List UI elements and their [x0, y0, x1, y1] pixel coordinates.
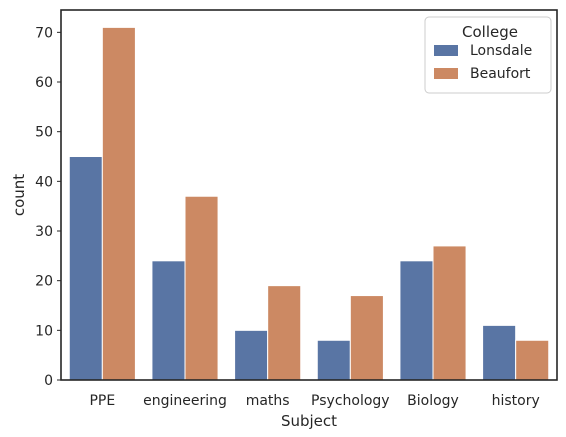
x-axis-ticks: PPE engineering maths Psychology Biology hist… [89, 393, 539, 409]
x-tick-label-maths: maths [246, 393, 290, 409]
bar-engineering-beaufort [185, 196, 218, 380]
x-tick-label-ppe: PPE [89, 393, 115, 409]
y-tick-label: 40 [35, 174, 53, 190]
bar-maths-lonsdale [235, 330, 268, 380]
y-tick-label: 10 [35, 323, 53, 339]
bar-biology-lonsdale [400, 261, 433, 380]
legend: College Lonsdale Beaufort [425, 17, 551, 93]
legend-title: College [462, 23, 518, 41]
legend-label-beaufort: Beaufort [470, 66, 531, 82]
x-axis-label: Subject [281, 412, 337, 430]
y-tick-label: 30 [35, 224, 53, 240]
legend-label-lonsdale: Lonsdale [470, 43, 532, 59]
legend-swatch-beaufort [434, 68, 458, 79]
x-tick-label-biology: Biology [407, 393, 459, 409]
y-tick-label: 50 [35, 125, 53, 141]
bar-psychology-beaufort [350, 296, 383, 380]
bar-history-beaufort [516, 340, 549, 380]
bar-maths-beaufort [268, 286, 301, 380]
y-tick-label: 20 [35, 274, 53, 290]
legend-swatch-lonsdale [434, 45, 458, 56]
bar-history-lonsdale [483, 325, 516, 380]
bar-ppe-beaufort [102, 27, 135, 380]
y-axis-label: count [10, 174, 28, 216]
y-tick-label: 60 [35, 75, 53, 91]
bar-engineering-lonsdale [152, 261, 185, 380]
x-tick-label-engineering: engineering [143, 393, 227, 409]
y-axis-ticks: 0 10 20 30 40 50 60 70 [35, 25, 61, 389]
bar-biology-beaufort [433, 246, 466, 380]
bar-ppe-lonsdale [69, 157, 102, 380]
bar-psychology-lonsdale [317, 340, 350, 380]
y-tick-label: 0 [44, 373, 53, 389]
y-tick-label: 70 [35, 25, 53, 41]
x-tick-label-history: history [492, 393, 540, 409]
x-tick-label-psychology: Psychology [311, 393, 390, 409]
